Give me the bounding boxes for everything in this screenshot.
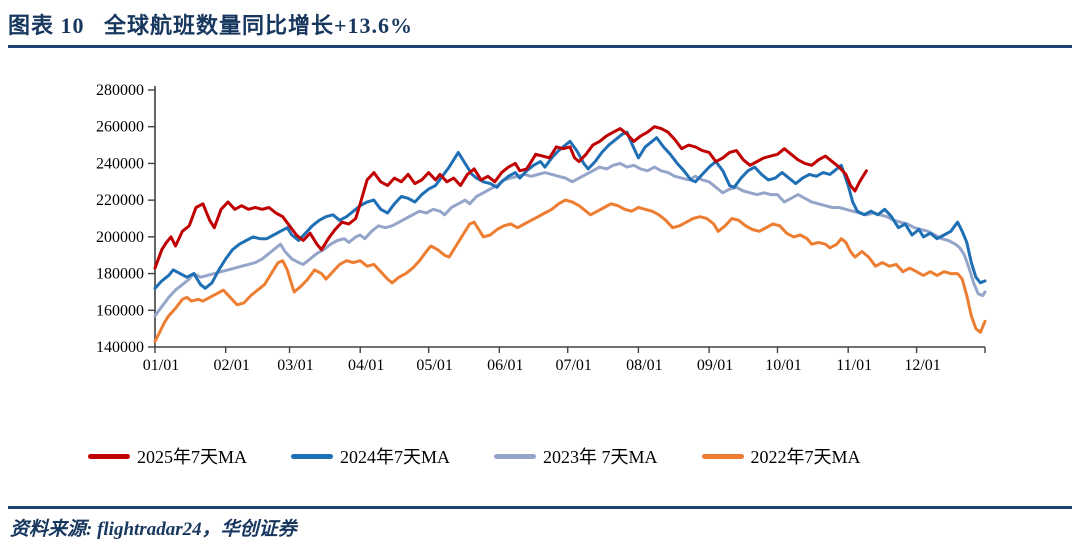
y-tick-label: 260000 — [96, 119, 144, 136]
legend-swatch — [494, 453, 537, 459]
legend-swatch — [701, 453, 744, 459]
y-tick-label: 200000 — [96, 229, 144, 246]
x-tick-label: 07/01 — [555, 357, 591, 374]
legend-item: 2022年7天MA — [701, 443, 861, 469]
legend-label: 2024年7天MA — [340, 447, 451, 467]
x-tick-label: 04/01 — [348, 357, 384, 374]
legend-item: 2024年7天MA — [291, 443, 450, 469]
x-tick-label: 02/01 — [213, 357, 249, 374]
legend-item: 2023年 7天MA — [494, 443, 658, 469]
footer-rule — [8, 506, 1072, 509]
y-tick-label: 280000 — [96, 82, 144, 99]
series-line-2023年 7天MA — [153, 161, 987, 318]
y-tick-label: 240000 — [96, 155, 144, 172]
chart-legend: 2025年7天MA 2024年7天MA 2023年 7天MA 2022年7天MA — [88, 443, 861, 469]
legend-label: 2022年7天MA — [750, 447, 861, 467]
x-tick-label: 06/01 — [487, 357, 523, 374]
y-tick-label: 220000 — [96, 192, 144, 209]
series-line-2022年7天MA — [153, 198, 987, 343]
series-line-2025年7天MA — [153, 125, 868, 270]
x-tick-label: 09/01 — [697, 357, 733, 374]
figure-title: 图表 10 全球航班数量同比增长+13.6% — [8, 13, 414, 38]
legend-swatch — [88, 453, 130, 459]
legend-label: 2023年 7天MA — [543, 447, 658, 467]
x-tick-label: 01/01 — [143, 357, 179, 374]
legend-swatch — [291, 453, 334, 459]
x-tick-label: 12/01 — [904, 357, 940, 374]
y-tick-label: 180000 — [96, 266, 144, 283]
x-tick-label: 10/01 — [765, 357, 801, 374]
y-tick-label: 160000 — [96, 302, 144, 319]
legend-label: 2025年7天MA — [137, 447, 248, 467]
line-chart: 140000 160000 180000 200000 220000 240000 2600… — [96, 82, 987, 374]
x-tick-label: 03/01 — [277, 357, 313, 374]
series-line-2024年7天MA — [153, 130, 987, 290]
chart-area: 140000 160000 180000 200000 220000 240000 2600… — [0, 60, 1080, 390]
source-note: 资料来源: flightradar24，华创证券 — [10, 519, 297, 540]
legend-item: 2025年7天MA — [88, 443, 247, 469]
y-tick-label: 140000 — [96, 339, 144, 356]
x-tick-label: 11/01 — [836, 357, 872, 374]
header-rule — [8, 45, 1072, 48]
x-tick-label: 05/01 — [416, 357, 452, 374]
x-tick-label: 08/01 — [626, 357, 662, 374]
